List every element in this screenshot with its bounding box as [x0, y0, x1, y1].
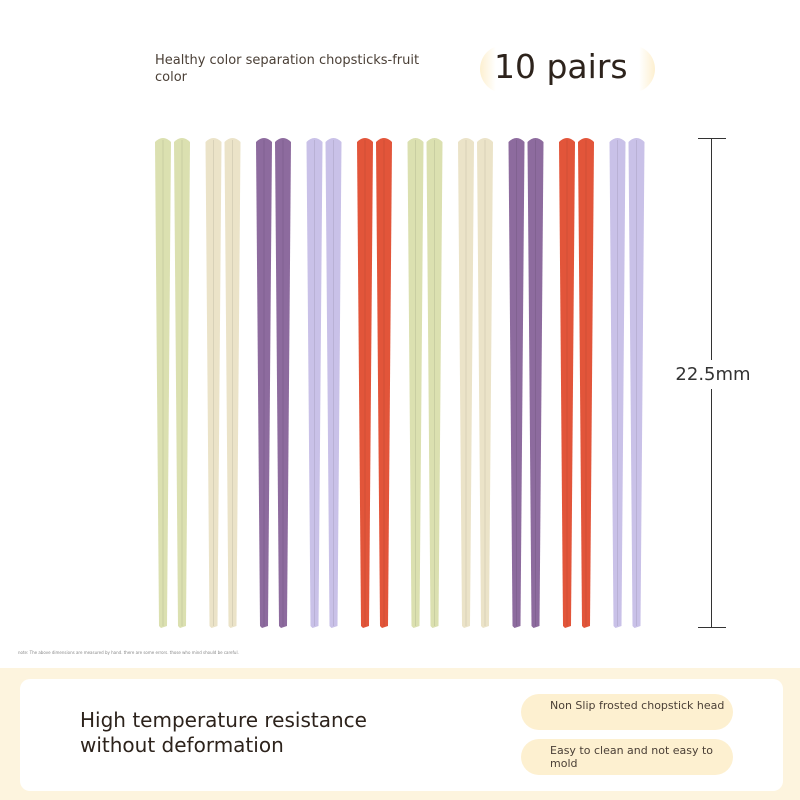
chopstick [458, 138, 474, 628]
chopstick [508, 138, 525, 628]
feature-pill: Non Slip frosted chopstick head [521, 694, 733, 730]
chopstick [275, 138, 291, 628]
product-title: Healthy color separation chopsticks-frui… [155, 53, 420, 85]
chopstick [578, 138, 594, 628]
length-dimension: 22.5mm [673, 138, 753, 628]
quantity-badge: 10 pairs [480, 45, 655, 93]
chopstick [306, 138, 323, 628]
chopstick [205, 138, 222, 628]
chopstick [174, 138, 190, 628]
chopstick [527, 138, 544, 628]
chopstick [155, 138, 171, 628]
chopstick [477, 138, 493, 628]
measurement-note: note: The above dimensions are measured … [18, 650, 239, 655]
chopsticks-image [155, 138, 645, 628]
feature-pill: Easy to clean and not easy to mold [521, 739, 733, 775]
dimension-label: 22.5mm [673, 360, 753, 389]
chopstick [357, 138, 373, 628]
chopstick [256, 138, 272, 628]
chopstick [628, 138, 645, 628]
chopstick [376, 138, 392, 628]
chopstick [325, 138, 342, 628]
chopstick [224, 138, 241, 628]
chopstick [426, 138, 443, 628]
chopstick [609, 138, 626, 628]
feature-main: High temperature resistance without defo… [80, 708, 367, 757]
chopstick [407, 138, 424, 628]
chopstick [559, 138, 575, 628]
